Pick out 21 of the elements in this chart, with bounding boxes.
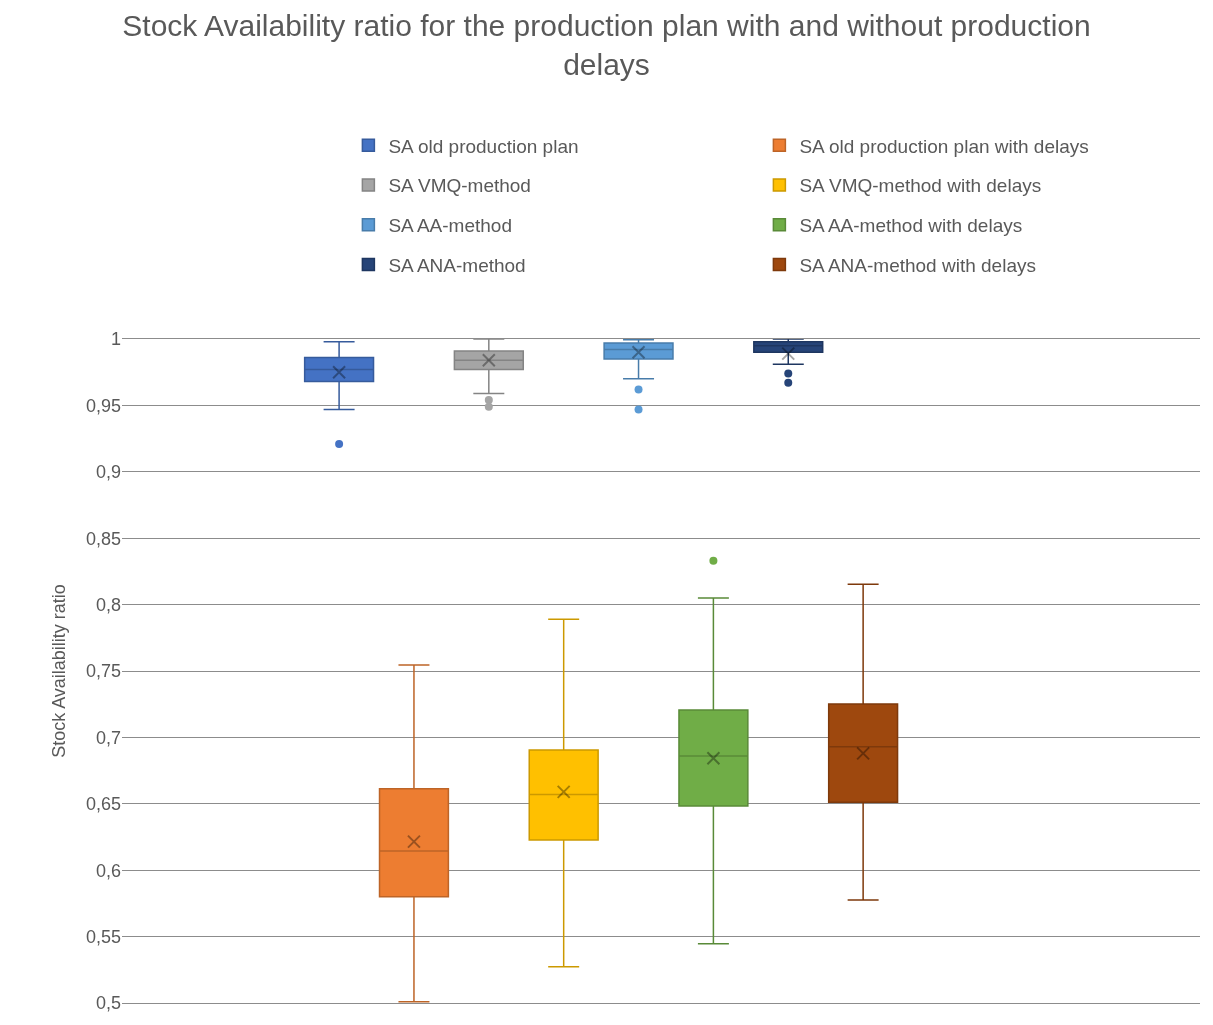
y-axis-title: Stock Availability ratio — [49, 584, 70, 758]
legend-label: SA VMQ-method — [388, 175, 531, 197]
legend-label: SA ANA-method — [388, 254, 526, 276]
y-tick-label: 0,6 — [95, 860, 121, 881]
y-tick-label: 0,85 — [85, 528, 121, 549]
y-tick-label: 0,55 — [85, 926, 121, 947]
y-tick-label: 0,7 — [95, 727, 121, 748]
chart-title: Stock Availability ratio for the production plan with and without production delays — [122, 9, 1091, 81]
legend-label: SA old production plan — [388, 135, 579, 157]
legend-label: SA ANA-method with delays — [799, 254, 1036, 276]
y-tick-label: 0,65 — [85, 794, 121, 815]
y-tick-label: 0,95 — [85, 395, 121, 416]
y-tick-label: 1 — [110, 329, 121, 350]
legend-label: SA AA-method — [388, 215, 512, 237]
legend-label: SA AA-method with delays — [799, 215, 1023, 237]
legend-label: SA VMQ-method with delays — [799, 175, 1042, 197]
y-tick-label: 0,5 — [95, 993, 121, 1014]
y-tick-label: 0,9 — [95, 462, 121, 483]
y-tick-label: 0,75 — [85, 661, 121, 682]
y-tick-label: 0,8 — [95, 594, 121, 615]
legend-label: SA old production plan with delays — [799, 135, 1089, 157]
